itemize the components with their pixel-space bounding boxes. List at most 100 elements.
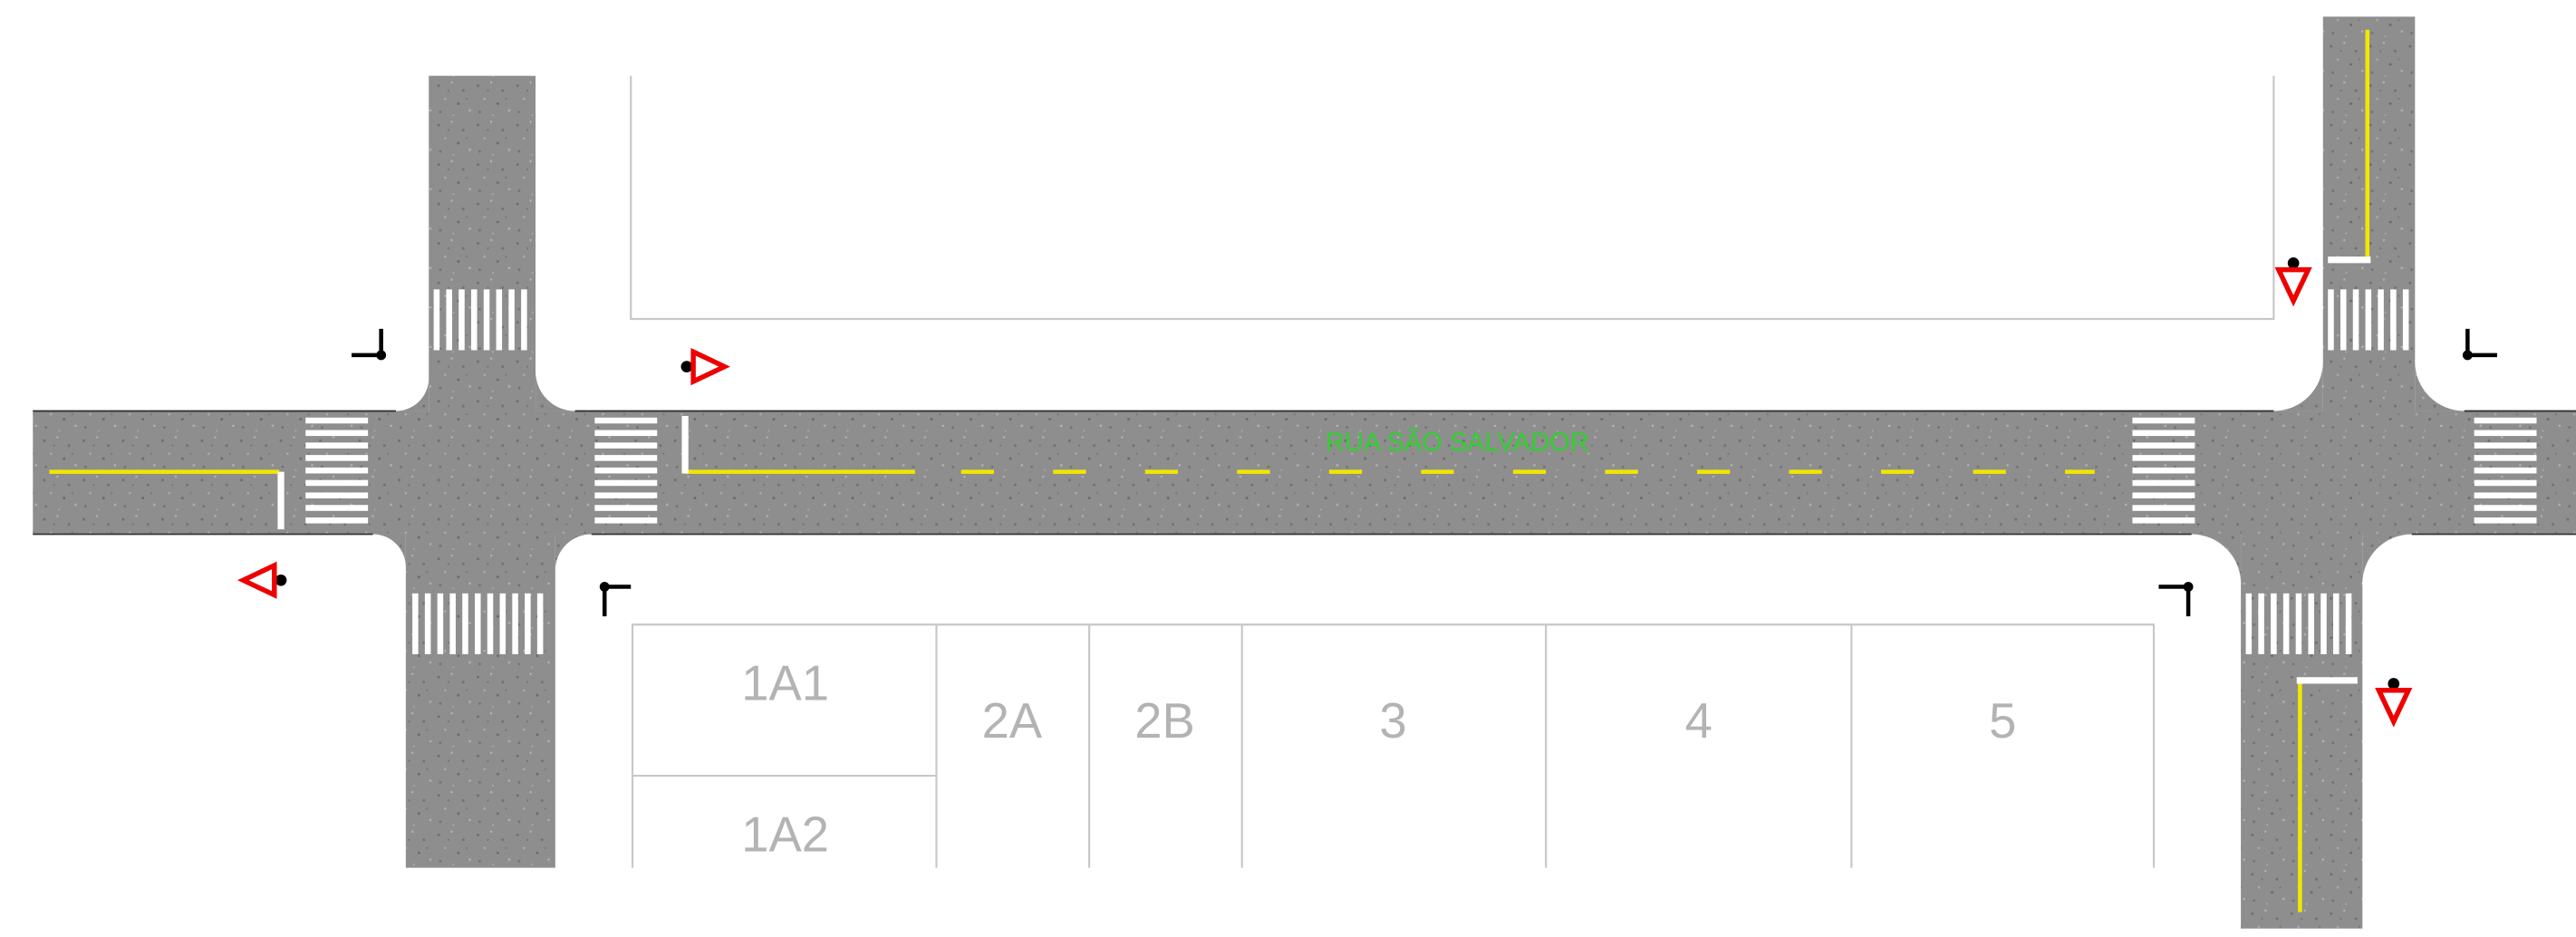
crosswalk-stripe	[305, 442, 369, 449]
crosswalk-stripe	[2402, 289, 2409, 351]
crosswalk-stripe	[446, 289, 452, 351]
lot-label: 3	[1379, 693, 1406, 749]
crosswalk-stripe	[2328, 289, 2334, 351]
crosswalk-stripe	[2132, 479, 2195, 487]
curb	[2415, 312, 2514, 411]
sign-post	[680, 361, 693, 372]
crosswalk-stripe	[594, 455, 658, 461]
crosswalk-stripe	[594, 442, 658, 449]
crosswalk-stripe	[536, 593, 544, 654]
lot-label: 2A	[982, 693, 1043, 749]
crosswalk-stripe	[305, 467, 369, 474]
sign-post	[275, 574, 287, 586]
crosswalk-stripe	[2378, 289, 2384, 351]
crosswalk-stripe	[305, 492, 369, 498]
lot-label: 5	[1989, 693, 2016, 749]
crosswalk-stripe	[2132, 417, 2195, 424]
crosswalk-stripe	[594, 467, 658, 474]
yield-signs	[236, 257, 2413, 728]
crosswalk-stripe	[2258, 593, 2264, 654]
crosswalk-stripe	[594, 417, 658, 424]
crosswalk-stripe	[499, 593, 507, 654]
corner-curbs	[340, 312, 2514, 633]
yield-triangle	[690, 347, 730, 386]
crosswalk-stripe	[2474, 442, 2537, 449]
crosswalk-stripe	[2390, 289, 2397, 351]
crosswalk-stripe	[2474, 467, 2537, 474]
lane-markings	[49, 29, 2371, 913]
crosswalk-stripe	[462, 593, 468, 654]
crosswalk-stripe	[594, 505, 658, 511]
crosswalk-stripe	[2474, 492, 2537, 498]
curb	[535, 332, 615, 411]
yield-triangle	[2274, 266, 2312, 307]
crosswalk-stripe	[412, 593, 419, 654]
street-name: RUA SÃO SALVADOR	[1326, 426, 1589, 457]
lot-label: 1A1	[741, 656, 829, 711]
curb	[362, 345, 429, 411]
crosswalk-stripe	[305, 505, 369, 511]
sign-post	[2388, 678, 2400, 690]
yield-sign	[236, 561, 287, 599]
crosswalk-stripe	[2320, 593, 2327, 654]
post-dot	[376, 350, 387, 361]
yield-triangle	[2375, 688, 2413, 728]
yield-triangle	[236, 561, 277, 599]
crosswalk-stripe	[2365, 289, 2372, 351]
crosswalk-stripe	[594, 430, 658, 437]
crosswalk-stripe	[424, 593, 431, 654]
crosswalk-stripe	[458, 289, 465, 351]
crosswalk-stripe	[487, 593, 494, 654]
crosswalk-stripe	[305, 430, 369, 437]
crosswalk-stripe	[483, 289, 490, 351]
crosswalk-stripe	[2333, 593, 2340, 654]
lot-label: 4	[1685, 693, 1713, 749]
crosswalk-stripe	[594, 479, 658, 487]
crosswalk-stripe	[437, 593, 444, 654]
road-left-south	[405, 532, 555, 868]
street-name-posts	[352, 328, 2497, 617]
block-outline	[630, 75, 2275, 321]
crosswalk-stripe	[594, 492, 658, 498]
crosswalks	[305, 289, 2537, 654]
crosswalk-stripe	[305, 479, 369, 487]
crosswalk-stripe	[449, 593, 456, 654]
crosswalk-stripe	[305, 417, 369, 424]
crosswalk-stripe	[2132, 505, 2195, 511]
lot-lines	[630, 75, 2275, 868]
crosswalk-stripe	[2352, 289, 2359, 351]
crosswalk-stripe	[2474, 417, 2537, 424]
yield-sign	[2375, 678, 2413, 728]
curb	[555, 534, 628, 607]
curb	[2362, 534, 2462, 633]
crosswalk-stripe	[525, 593, 531, 654]
crosswalk-stripe	[2345, 593, 2352, 654]
crosswalk-stripe	[2308, 593, 2314, 654]
crosswalk-stripe	[2474, 505, 2537, 511]
crosswalk-stripe	[2474, 430, 2537, 437]
curb	[340, 534, 406, 601]
crosswalk-stripe	[496, 289, 503, 351]
crosswalk-stripe	[2245, 593, 2253, 654]
crosswalk-stripe	[2132, 517, 2195, 524]
crosswalk-stripe	[2132, 467, 2195, 474]
road-left-north	[429, 75, 536, 413]
post-dot	[2462, 350, 2473, 361]
yield-sign	[680, 347, 730, 386]
crosswalk-stripe	[474, 593, 481, 654]
crosswalk-stripe	[2474, 517, 2537, 524]
crosswalk-stripe	[2474, 479, 2537, 487]
crosswalk-stripe	[2132, 455, 2195, 461]
yield-sign	[2274, 257, 2312, 307]
crosswalk-stripe	[471, 289, 478, 351]
crosswalk-stripe	[305, 517, 369, 524]
block-outline	[631, 623, 2156, 868]
crosswalk-stripe	[512, 593, 518, 654]
lot-label: 1A2	[741, 807, 829, 862]
crosswalk-stripe	[2295, 593, 2302, 654]
crosswalk-stripe	[594, 517, 658, 524]
crosswalk-stripe	[2132, 442, 2195, 449]
road-edges	[33, 410, 2576, 536]
crosswalk-stripe	[2132, 492, 2195, 498]
